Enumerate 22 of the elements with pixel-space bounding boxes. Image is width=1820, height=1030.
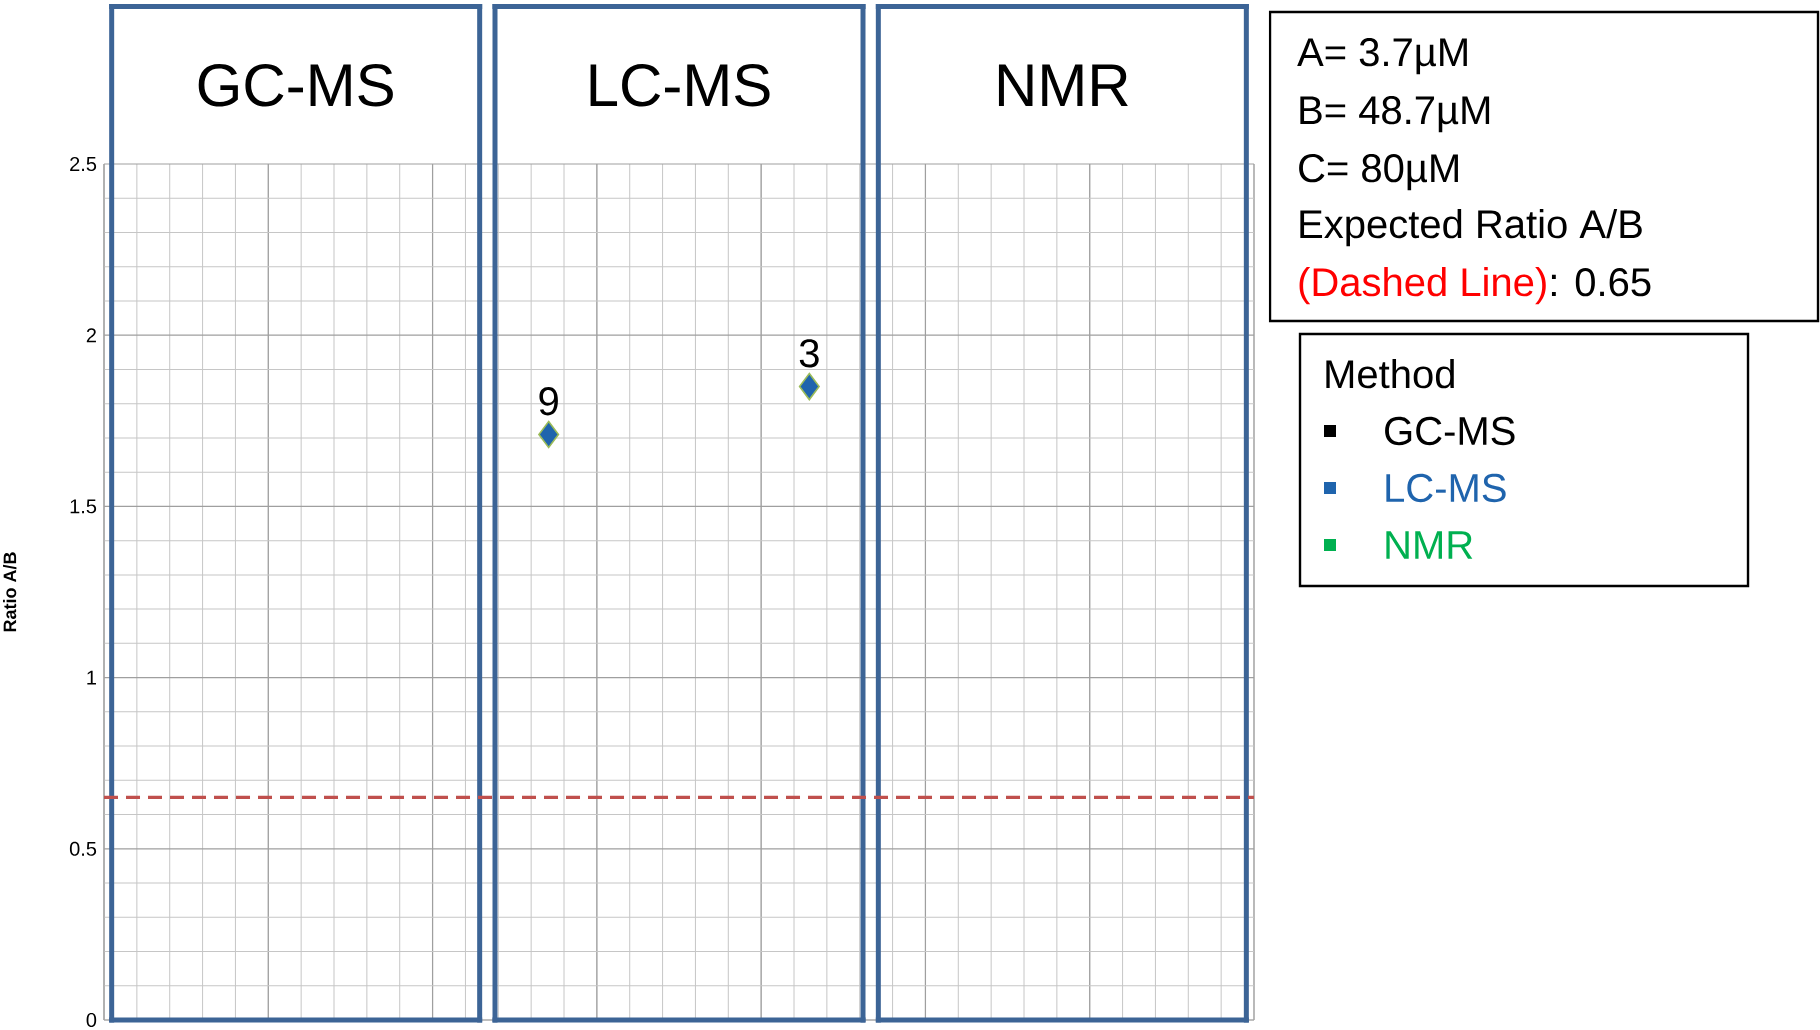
text: : 0.65 — [1551, 268, 1651, 297]
text: (Dashed Line) — [1299, 267, 1546, 305]
legend-label: NMR — [1386, 531, 1473, 559]
text: C= 80µM — [1299, 154, 1458, 191]
text: B= 48.7µM — [1300, 96, 1490, 133]
text: A= 3.7µM — [1297, 38, 1467, 75]
legend-label: GC-MS — [1385, 416, 1515, 446]
x-tick-label: NMR — [998, 64, 1128, 106]
y-tick-label: 1.5 — [70, 499, 97, 514]
y-tick-label: 0.5 — [69, 841, 97, 856]
annotation: 9 — [539, 387, 558, 416]
y-axis-title: Ratio A/B — [3, 552, 17, 632]
y-tick-label: 2 — [86, 328, 96, 343]
y-tick-label: 0 — [86, 1012, 97, 1028]
text: Expected Ratio A/B — [1300, 209, 1642, 247]
x-tick-label: LC-MS — [590, 64, 770, 107]
x-tick-label: GC-MS — [198, 64, 393, 107]
legend-title: Method — [1326, 359, 1454, 389]
annotation: 3 — [799, 339, 819, 368]
legend-label: LC-MS — [1386, 473, 1506, 503]
y-tick-label: 1 — [87, 670, 96, 685]
y-tick-label: 2.5 — [70, 156, 97, 172]
